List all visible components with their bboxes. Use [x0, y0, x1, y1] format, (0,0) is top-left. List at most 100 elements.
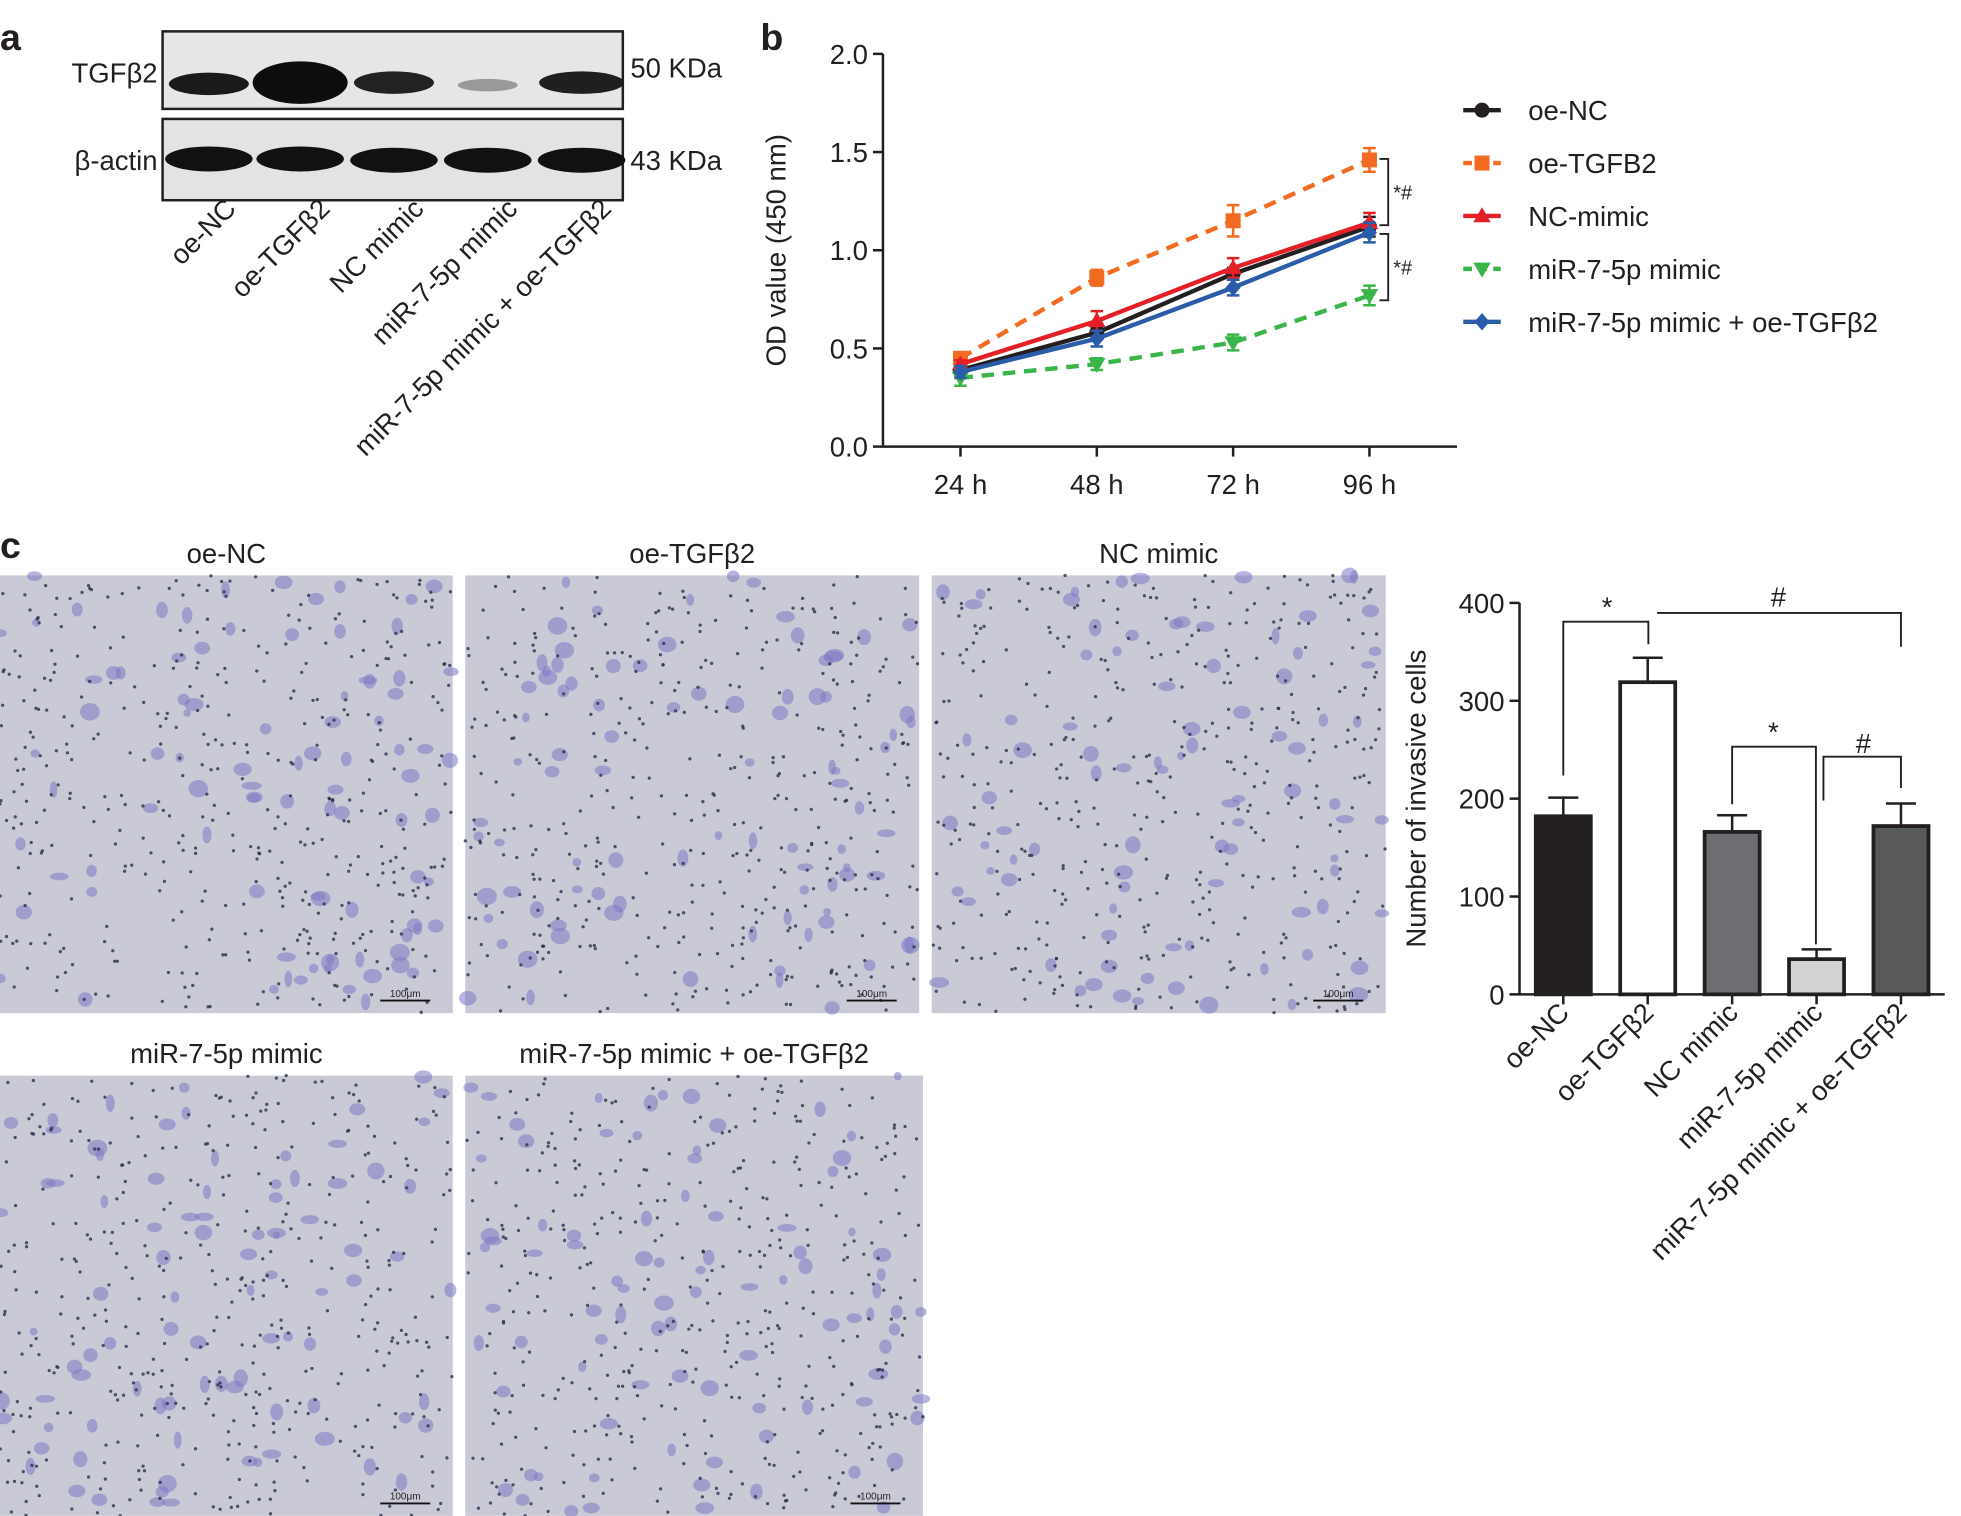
pore [333, 617, 338, 621]
pore [850, 1291, 854, 1295]
pore [471, 1168, 475, 1172]
pore [735, 851, 739, 856]
pore [152, 664, 156, 668]
pore [800, 1103, 805, 1108]
pore [56, 1365, 60, 1370]
pore [611, 805, 615, 810]
cell [479, 1242, 491, 1253]
pore [811, 607, 815, 611]
pore [50, 1126, 54, 1130]
pore [1054, 767, 1059, 771]
marker [1088, 312, 1106, 328]
pore [200, 899, 204, 903]
pore [722, 891, 726, 895]
pore [401, 866, 405, 871]
pore [92, 819, 96, 824]
pore [906, 742, 910, 747]
pore [1069, 818, 1073, 822]
pore [1061, 867, 1065, 871]
pore [424, 599, 428, 603]
cell [280, 1150, 292, 1162]
pore [209, 768, 213, 772]
pore [869, 747, 873, 751]
pore [44, 764, 49, 768]
pore [604, 1098, 608, 1102]
cell [1271, 627, 1280, 645]
pore [356, 854, 360, 859]
pore [1221, 821, 1225, 826]
pore [211, 1505, 215, 1509]
pore [331, 798, 335, 802]
cell [706, 1456, 723, 1469]
pore [710, 1269, 714, 1273]
pore [397, 892, 402, 897]
pore [347, 901, 351, 905]
pore [258, 1333, 262, 1337]
pore [512, 589, 517, 593]
pore [1142, 594, 1147, 598]
pore [855, 1334, 860, 1338]
pore [870, 1096, 874, 1100]
pore [903, 1124, 907, 1129]
pore [741, 936, 745, 940]
pore [883, 1154, 888, 1158]
pore [1025, 607, 1029, 611]
pore [526, 1216, 530, 1220]
pore [115, 1197, 119, 1201]
pore [504, 672, 508, 677]
pore [1243, 916, 1247, 920]
pore [955, 743, 960, 747]
cell [105, 666, 122, 680]
cell [360, 993, 371, 1011]
pore [86, 1475, 91, 1479]
pore [1086, 887, 1090, 891]
pore [4, 1160, 9, 1164]
pore [1225, 862, 1229, 866]
pore [207, 938, 211, 942]
pore [528, 1271, 533, 1275]
pore [1211, 921, 1216, 925]
y-tick-label: 1.0 [830, 235, 868, 266]
pore [866, 699, 870, 703]
pore [646, 622, 650, 626]
pore [88, 1237, 93, 1241]
pore [55, 596, 59, 600]
pore [1121, 688, 1125, 692]
pore [755, 983, 759, 987]
cell [427, 919, 444, 933]
cell [80, 703, 100, 721]
cell [571, 885, 583, 894]
pore [326, 872, 330, 877]
x-tick-label: 24 h [934, 469, 988, 500]
pore [619, 1432, 623, 1436]
pore [848, 1103, 852, 1108]
pore [24, 1241, 29, 1245]
pore [278, 889, 282, 893]
pore [324, 1220, 328, 1224]
pore [797, 648, 801, 652]
cell [154, 1397, 167, 1415]
pore [1058, 975, 1062, 979]
pore [231, 833, 235, 837]
cell [1113, 865, 1134, 880]
pore [882, 1288, 886, 1292]
pore [228, 1099, 232, 1103]
pore [655, 1216, 659, 1220]
pore [1343, 685, 1347, 690]
cell [150, 747, 165, 760]
pore [1115, 621, 1119, 625]
pore [872, 808, 876, 813]
pore [143, 1244, 147, 1248]
pore [1180, 745, 1184, 749]
pore [571, 1453, 575, 1457]
pore [587, 899, 591, 904]
pore [971, 752, 975, 756]
pore [573, 634, 577, 638]
pore [514, 1111, 518, 1115]
pore [390, 1339, 394, 1343]
cell [401, 768, 420, 783]
pore [347, 1091, 351, 1095]
pore [1299, 815, 1303, 820]
cell [846, 1313, 862, 1323]
pore [831, 678, 836, 682]
